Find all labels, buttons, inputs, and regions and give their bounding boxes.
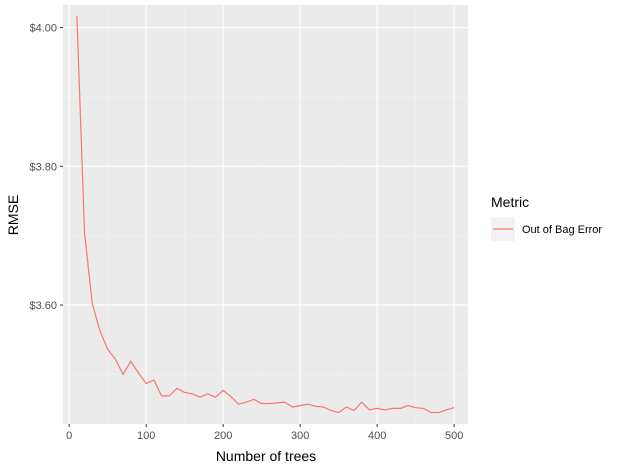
y-tick-label: $4.00 — [29, 23, 57, 35]
series-layer — [76, 15, 455, 414]
x-tick-label: 0 — [66, 430, 72, 442]
x-axis-title: Number of trees — [216, 448, 316, 464]
x-tick-label: 200 — [214, 430, 232, 442]
y-axis: $3.60 $3.80 $4.00 — [29, 23, 63, 312]
y-tick-label: $3.60 — [29, 300, 57, 312]
legend: Metric Out of Bag Error — [491, 194, 602, 241]
legend-label-out-of-bag-error: Out of Bag Error — [522, 224, 602, 236]
major-gridlines — [63, 5, 468, 424]
x-tick-label: 500 — [445, 430, 463, 442]
minor-gridlines — [63, 5, 468, 424]
y-tick-label: $3.80 — [29, 161, 57, 173]
x-tick-label: 100 — [137, 430, 155, 442]
legend-title: Metric — [491, 194, 529, 210]
y-axis-title: RMSE — [5, 195, 21, 235]
x-axis: 0 100 200 300 400 500 — [66, 424, 463, 442]
plot-panel — [63, 5, 468, 424]
series-line-out-of-bag-error — [76, 15, 455, 414]
x-tick-label: 300 — [291, 430, 309, 442]
x-tick-label: 400 — [368, 430, 386, 442]
